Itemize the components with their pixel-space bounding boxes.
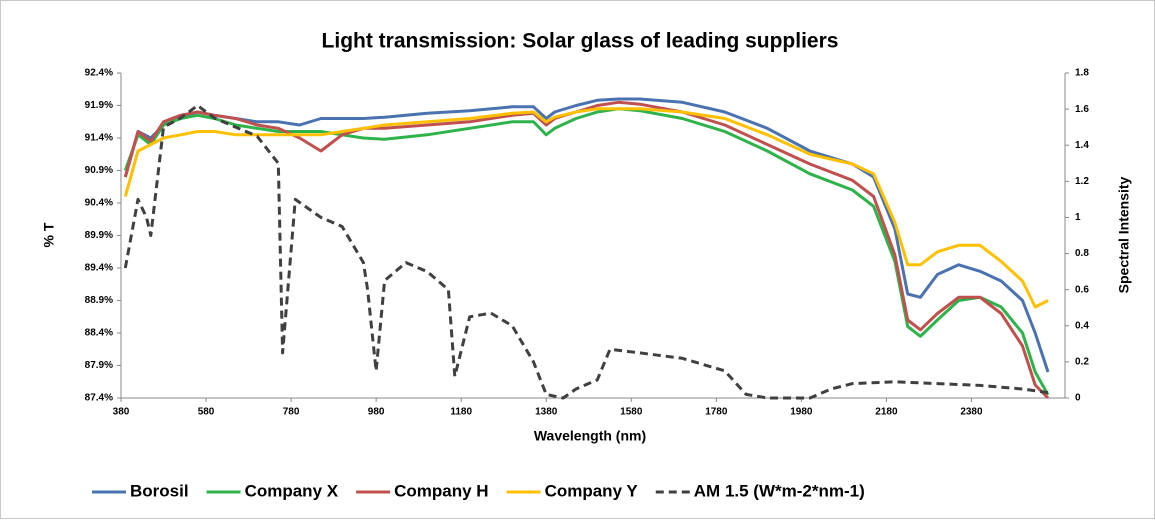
x-tick-label: 1580	[620, 407, 643, 418]
y2-tick-label: 1.6	[1075, 104, 1089, 115]
y-tick-label: 91.9%	[85, 100, 113, 111]
y2-tick-label: 1.8	[1075, 68, 1089, 79]
y2-tick-label: 0.4	[1075, 320, 1089, 331]
y-tick-label: 88.4%	[85, 328, 113, 339]
x-tick-label: 1180	[450, 407, 472, 418]
y2-tick-label: 1.4	[1075, 140, 1089, 151]
y-tick-label: 89.4%	[85, 263, 113, 274]
legend-label: Company H	[394, 481, 488, 500]
x-tick-label: 2180	[875, 407, 898, 418]
y-tick-label: 88.9%	[85, 295, 113, 306]
x-tick-label: 1380	[535, 407, 558, 418]
y2-tick-label: 0.6	[1075, 284, 1089, 295]
legend-label: Borosil	[130, 481, 189, 500]
chart-title: Light transmission: Solar glass of leadi…	[322, 30, 839, 53]
y-tick-label: 87.9%	[85, 360, 113, 371]
x-tick-label: 780	[283, 407, 300, 418]
y-tick-label: 89.9%	[85, 230, 113, 241]
series-line	[123, 107, 1049, 309]
x-tick-label: 580	[198, 407, 215, 418]
x-tick-label: 1780	[705, 407, 728, 418]
y2-tick-label: 1.2	[1075, 176, 1089, 187]
y2-tick-label: 0.8	[1075, 248, 1089, 259]
legend-label: AM 1.5 (W*m-2*nm-1)	[694, 481, 865, 500]
legend-label: Company Y	[545, 481, 639, 500]
y2-tick-label: 1	[1075, 212, 1081, 223]
x-axis-label: Wavelength (nm)	[534, 428, 646, 444]
y2-tick-label: 0.2	[1075, 357, 1089, 368]
y-axis-label: % T	[41, 222, 57, 247]
y2-tick-label: 0	[1075, 393, 1081, 404]
y2-axis-label: Spectral Intensity	[1116, 176, 1132, 293]
x-tick-label: 980	[368, 407, 385, 418]
y-tick-label: 92.4%	[85, 68, 113, 79]
x-tick-label: 1980	[790, 407, 813, 418]
y-tick-label: 90.4%	[85, 198, 113, 209]
y-tick-label: 90.9%	[85, 165, 113, 176]
legend-label: Company X	[245, 481, 339, 500]
x-tick-label: 2380	[960, 407, 983, 418]
y-tick-label: 91.4%	[85, 133, 113, 144]
x-tick-label: 380	[113, 407, 130, 418]
series-line	[123, 104, 1049, 400]
y-tick-label: 87.4%	[85, 393, 113, 404]
